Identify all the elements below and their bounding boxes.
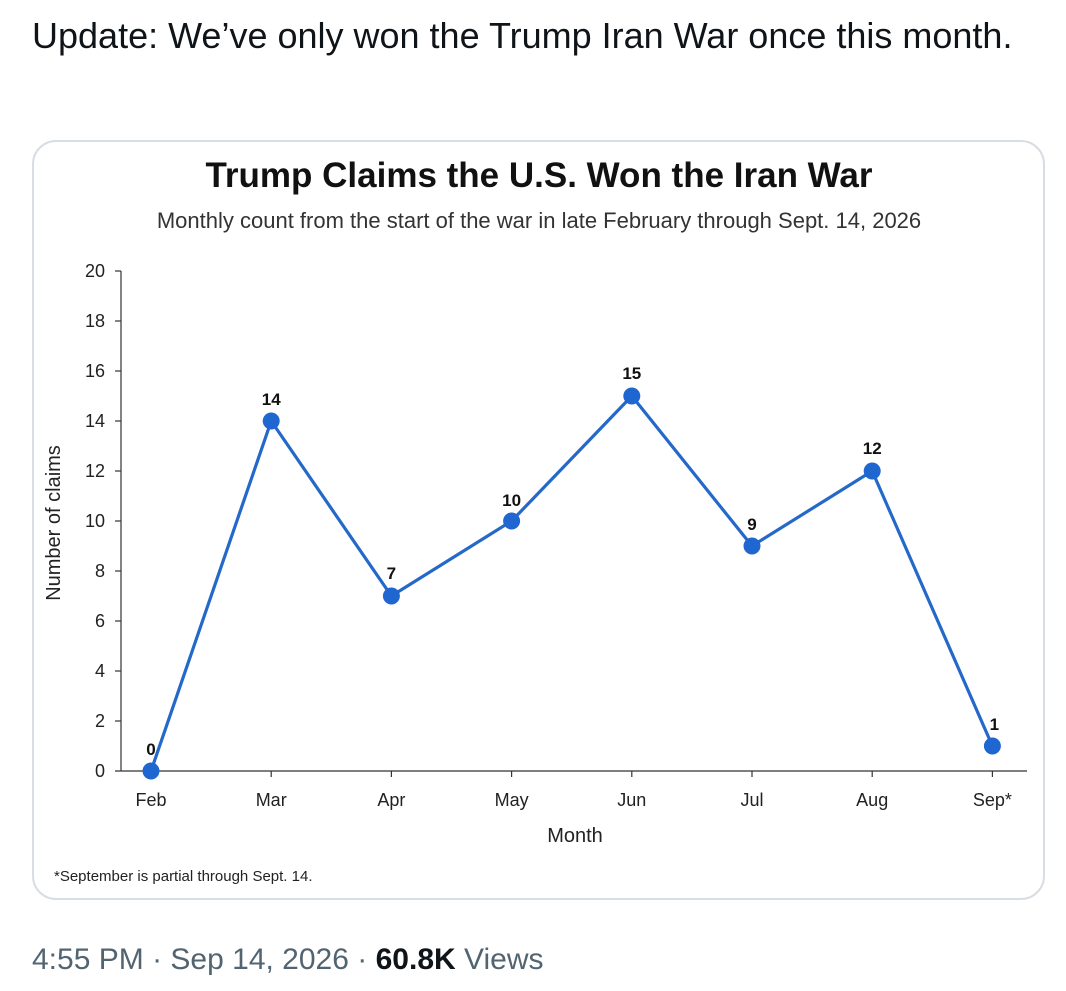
views-count: 60.8K [375, 943, 456, 976]
y-tick-label: 14 [85, 411, 105, 431]
data-point[interactable] [142, 762, 160, 780]
y-axis-label: Number of claims [43, 445, 65, 601]
y-tick-label: 16 [85, 361, 105, 381]
y-tick-label: 8 [95, 561, 105, 581]
y-axis-ticks: 0 2 4 6 8 10 12 14 16 18 20 [85, 261, 121, 781]
data-point[interactable] [503, 512, 521, 530]
y-tick-label: 4 [95, 661, 105, 681]
data-label: 7 [387, 564, 396, 583]
x-tick-label: Apr [377, 790, 405, 810]
y-tick-label: 10 [85, 511, 105, 531]
data-point[interactable] [262, 412, 280, 430]
data-label: 10 [502, 491, 521, 510]
x-tick-label: Jun [617, 790, 646, 810]
y-tick-label: 6 [95, 611, 105, 631]
x-tick-label: Aug [856, 790, 888, 810]
chart-subtitle: Monthly count from the start of the war … [157, 208, 921, 233]
data-label: 15 [622, 364, 641, 383]
data-point[interactable] [623, 387, 641, 405]
x-axis-ticks: Feb Mar Apr May Jun Jul Aug Sep* [135, 771, 1012, 810]
y-tick-label: 2 [95, 711, 105, 731]
views-label: Views [464, 943, 544, 976]
tweet-date[interactable]: Sep 14, 2026 [170, 943, 349, 976]
series-layer: 0 14 7 10 15 9 12 1 [142, 364, 1001, 780]
y-tick-label: 20 [85, 261, 105, 281]
x-tick-label: Jul [740, 790, 763, 810]
chart-title: Trump Claims the U.S. Won the Iran War [205, 156, 872, 195]
data-label: 9 [747, 515, 756, 534]
data-label: 0 [146, 740, 155, 759]
tweet-meta: 4:55 PM · Sep 14, 2026 · 60.8K Views [32, 938, 544, 982]
data-label: 1 [990, 715, 999, 734]
series-line [149, 394, 994, 772]
x-tick-label: Feb [135, 790, 166, 810]
data-point[interactable] [743, 537, 761, 555]
tweet-text: Update: We’ve only won the Trump Iran Wa… [32, 15, 1013, 56]
x-tick-label: Sep* [973, 790, 1012, 810]
meta-separator: · [357, 943, 368, 976]
y-tick-label: 0 [95, 761, 105, 781]
data-label: 14 [262, 390, 281, 409]
meta-separator: · [152, 943, 163, 976]
x-tick-label: Mar [256, 790, 287, 810]
x-tick-label: May [495, 790, 529, 810]
y-tick-label: 18 [85, 311, 105, 331]
data-point[interactable] [382, 587, 400, 605]
data-point[interactable] [983, 737, 1001, 755]
line-chart: Trump Claims the U.S. Won the Iran War M… [43, 156, 1027, 885]
chart-footnote: *September is partial through Sept. 14. [54, 868, 313, 885]
data-point[interactable] [863, 462, 881, 480]
y-tick-label: 12 [85, 461, 105, 481]
chart-card[interactable]: Trump Claims the U.S. Won the Iran War M… [32, 140, 1045, 900]
data-label: 12 [863, 439, 882, 458]
x-axis-label: Month [547, 825, 603, 847]
tweet-time[interactable]: 4:55 PM [32, 943, 144, 976]
